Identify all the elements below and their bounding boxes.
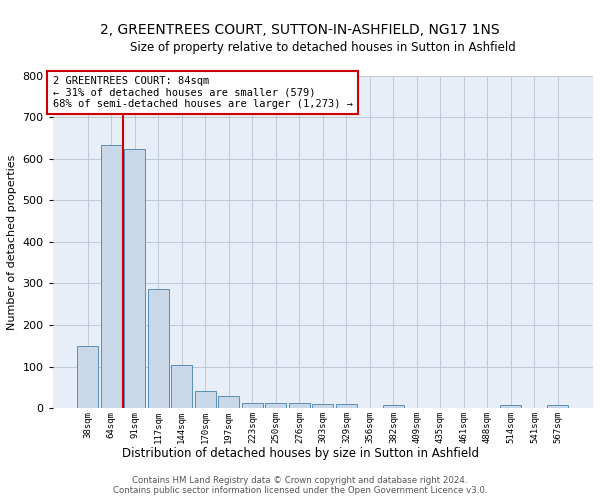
Bar — [195, 390, 216, 408]
Text: 2, GREENTREES COURT, SUTTON-IN-ASHFIELD, NG17 1NS: 2, GREENTREES COURT, SUTTON-IN-ASHFIELD,… — [100, 22, 500, 36]
Bar — [289, 404, 310, 408]
Text: Distribution of detached houses by size in Sutton in Ashfield: Distribution of detached houses by size … — [121, 448, 479, 460]
Bar — [500, 404, 521, 408]
Bar — [383, 404, 404, 408]
Bar — [312, 404, 334, 408]
Text: Contains HM Land Registry data © Crown copyright and database right 2024.
Contai: Contains HM Land Registry data © Crown c… — [113, 476, 487, 495]
Bar — [265, 403, 286, 408]
Bar — [77, 346, 98, 408]
Bar — [124, 148, 145, 408]
Bar — [218, 396, 239, 408]
Bar — [171, 366, 193, 408]
Bar — [148, 289, 169, 408]
Title: Size of property relative to detached houses in Sutton in Ashfield: Size of property relative to detached ho… — [130, 41, 516, 54]
Y-axis label: Number of detached properties: Number of detached properties — [7, 154, 17, 330]
Bar — [101, 146, 122, 408]
Bar — [547, 404, 568, 408]
Bar — [336, 404, 357, 408]
Text: 2 GREENTREES COURT: 84sqm
← 31% of detached houses are smaller (579)
68% of semi: 2 GREENTREES COURT: 84sqm ← 31% of detac… — [53, 76, 353, 109]
Bar — [242, 404, 263, 408]
